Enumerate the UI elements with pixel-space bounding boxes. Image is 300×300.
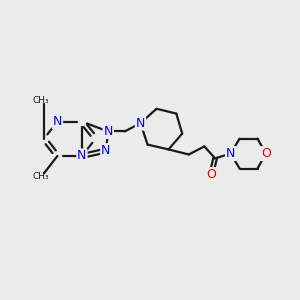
- Text: N: N: [77, 149, 87, 163]
- Text: N: N: [101, 144, 110, 157]
- Text: N: N: [53, 115, 62, 128]
- Text: N: N: [136, 117, 145, 130]
- Text: O: O: [261, 147, 271, 160]
- Text: CH₃: CH₃: [33, 96, 49, 105]
- Text: N: N: [103, 125, 113, 138]
- Text: N: N: [226, 147, 235, 160]
- Text: O: O: [206, 168, 216, 181]
- Text: CH₃: CH₃: [33, 172, 49, 182]
